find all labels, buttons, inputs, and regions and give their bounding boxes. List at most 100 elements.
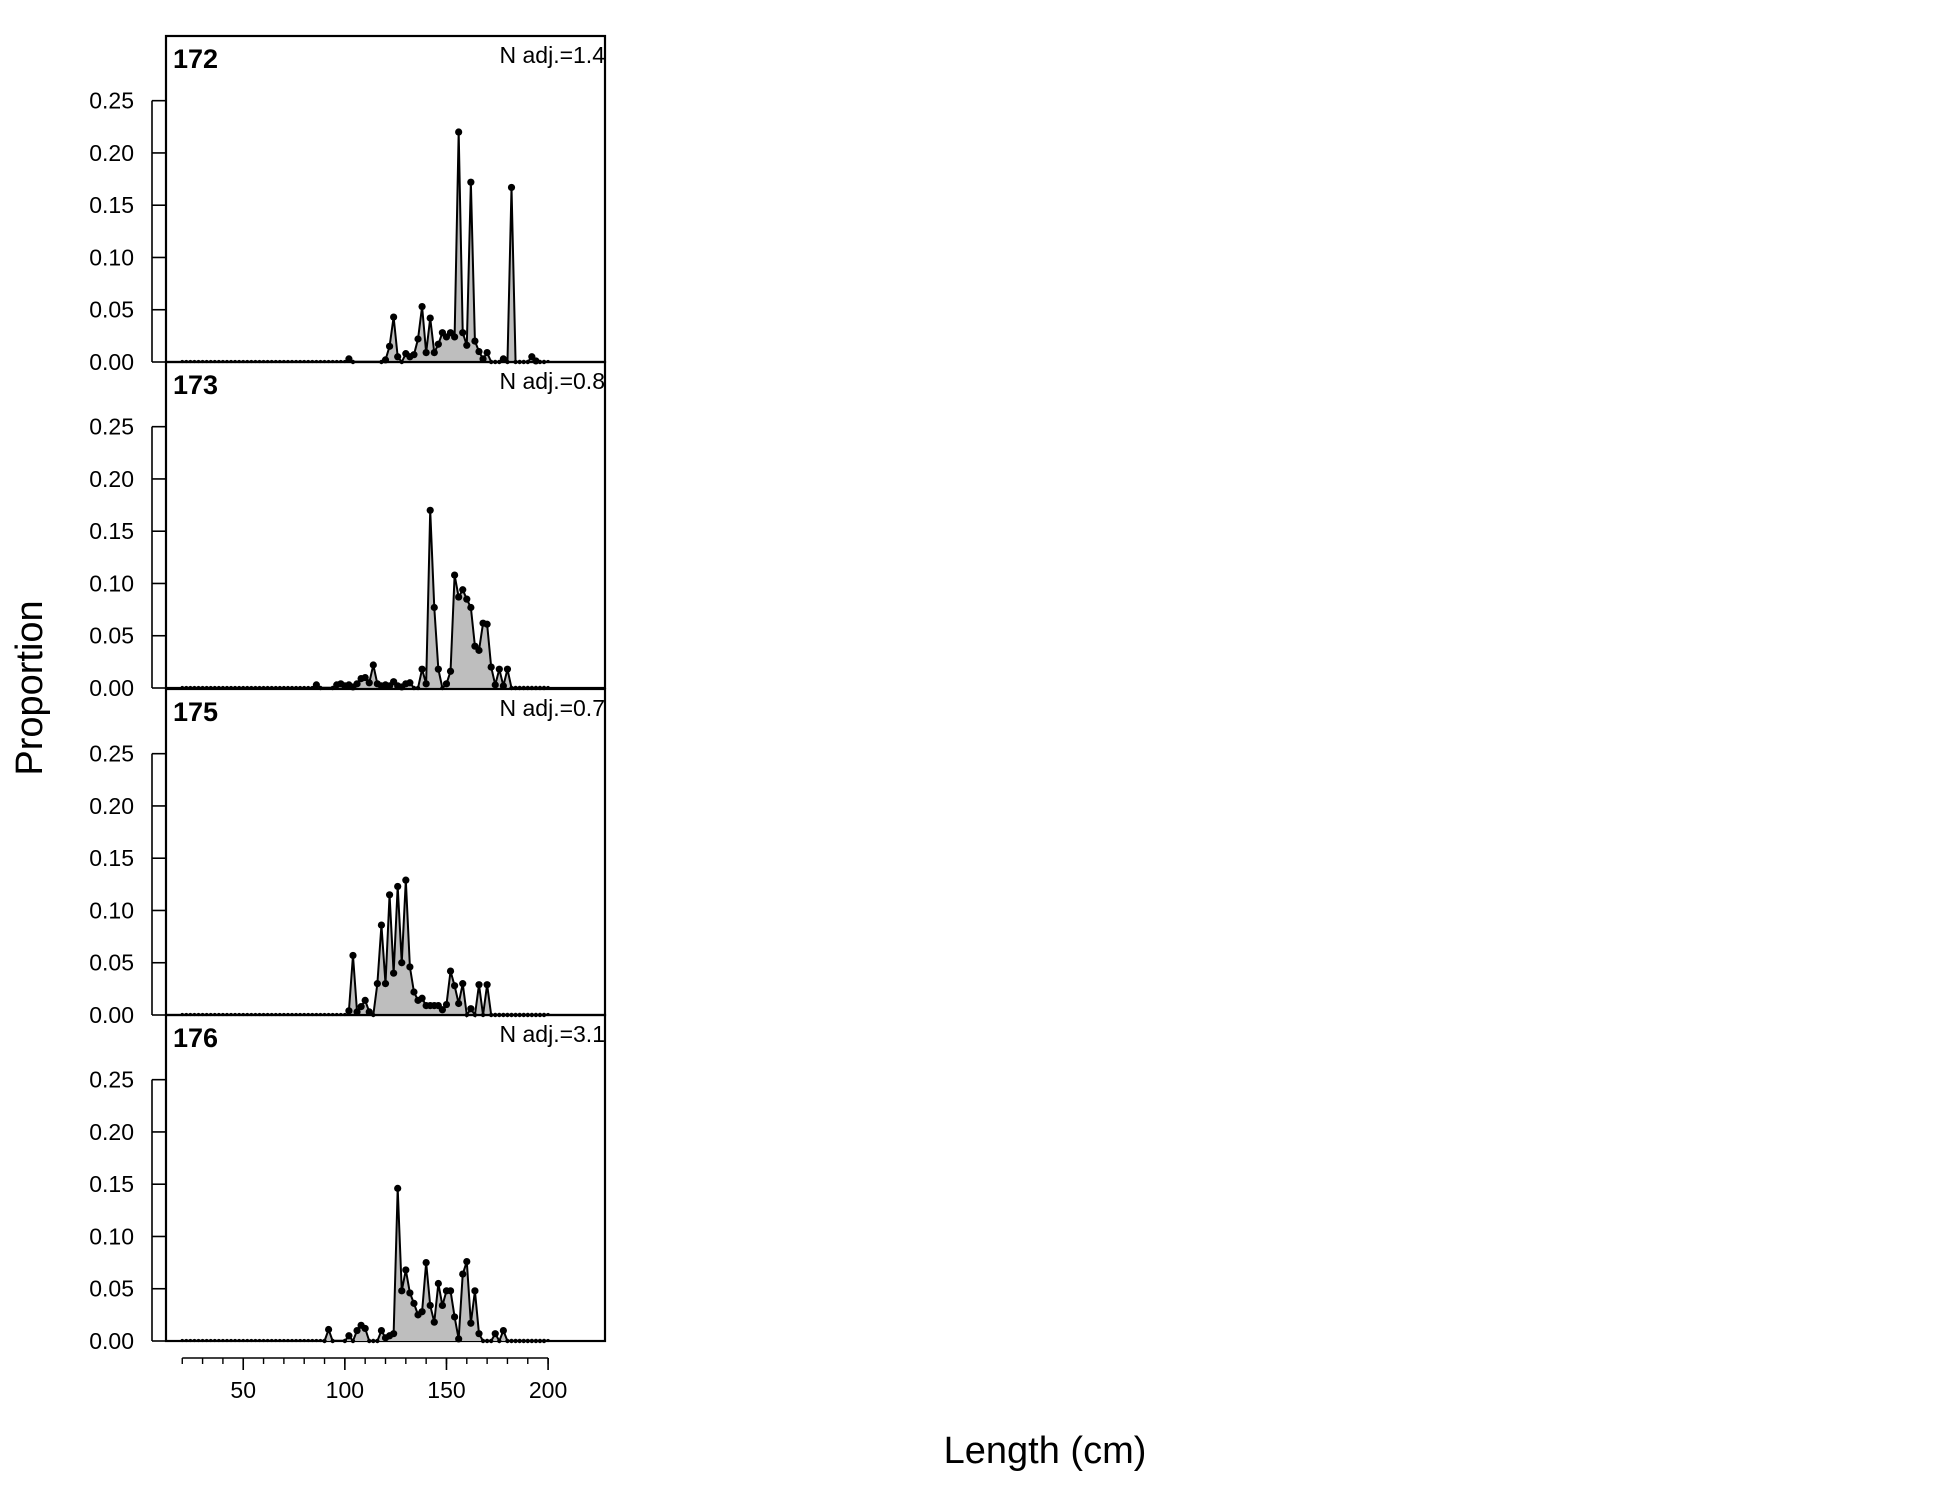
y-tick-label: 0.25 <box>89 414 134 440</box>
series-line <box>348 132 545 364</box>
data-point <box>487 663 495 671</box>
zero-point <box>217 1338 221 1343</box>
panel-172: 0.00 0.05 0.10 0.15 0.20 0.25 172 N adj.=1.4 <box>89 34 607 375</box>
data-point <box>525 1338 530 1344</box>
data-point <box>484 1338 490 1344</box>
data-point <box>406 679 414 687</box>
data-point <box>349 951 357 960</box>
data-point <box>505 1338 510 1344</box>
data-point <box>377 921 386 929</box>
data-point <box>467 1005 475 1013</box>
data-point <box>475 981 483 989</box>
y-tick-label: 0.00 <box>89 1328 134 1354</box>
data-point <box>475 1330 483 1338</box>
data-point <box>353 1326 361 1335</box>
panel-label: 173 <box>173 370 218 400</box>
data-point <box>467 603 475 612</box>
data-point <box>446 967 455 975</box>
x-tick-label: 50 <box>230 1377 256 1403</box>
data-point <box>513 1338 518 1344</box>
data-point <box>418 1308 426 1316</box>
zero-point <box>314 1338 318 1343</box>
zero-point <box>209 1338 213 1343</box>
zero-point <box>200 1338 205 1343</box>
zero-point <box>270 1338 274 1343</box>
data-point <box>406 1289 414 1297</box>
data-point <box>345 1332 353 1340</box>
zero-point <box>188 1338 192 1343</box>
data-point <box>357 1003 365 1011</box>
data-point <box>438 1006 447 1014</box>
data-point <box>471 1287 479 1295</box>
zero-point <box>241 1338 245 1343</box>
data-point <box>377 1326 386 1335</box>
data-point <box>491 681 499 689</box>
data-point <box>463 1257 471 1266</box>
data-point <box>541 1338 547 1344</box>
series-line <box>323 1188 545 1344</box>
y-tick-label: 0.10 <box>89 1223 134 1249</box>
data-point <box>521 1338 526 1344</box>
data-point <box>385 342 394 350</box>
data-point <box>503 665 512 673</box>
data-point <box>451 1313 459 1321</box>
data-point <box>350 1338 356 1344</box>
data-point <box>345 355 353 363</box>
zero-point <box>278 1338 282 1343</box>
y-tick-label: 0.15 <box>89 192 134 218</box>
data-point <box>390 313 398 321</box>
zero-point <box>221 1338 225 1343</box>
y-tick-label: 0.20 <box>89 1119 134 1145</box>
data-point <box>455 128 463 136</box>
zero-point <box>294 1338 298 1343</box>
y-tick-label: 0.05 <box>89 950 134 976</box>
x-tick-label: 200 <box>529 1377 567 1403</box>
zero-point <box>225 1338 229 1343</box>
data-point <box>385 891 394 899</box>
data-point <box>342 1338 348 1344</box>
data-point <box>483 348 491 357</box>
panel-label: 176 <box>173 1023 218 1053</box>
panel-176: 0.00 0.05 0.10 0.15 0.20 0.25 176 N adj.=3.1 <box>89 1013 607 1354</box>
y-tick-label: 0.25 <box>89 1067 134 1093</box>
data-point <box>446 667 455 675</box>
nadj-label: N adj.=1.4 <box>500 42 606 68</box>
data-point <box>475 646 483 654</box>
data-point <box>491 1330 499 1338</box>
data-point <box>507 183 516 192</box>
x-axis: 50 100 150 200 <box>181 1357 567 1403</box>
data-point <box>402 876 410 884</box>
data-point <box>517 1338 522 1344</box>
data-point <box>499 1326 507 1335</box>
panel-frame <box>164 1013 607 1343</box>
data-point <box>418 665 426 673</box>
y-tick-label: 0.20 <box>89 793 134 819</box>
data-point <box>422 1259 430 1267</box>
data-point <box>365 1008 373 1016</box>
data-point <box>495 665 503 673</box>
y-tick-label: 0.10 <box>89 244 134 270</box>
y-tick-label: 0.25 <box>89 741 134 767</box>
zero-point <box>302 1338 306 1343</box>
y-tick-label: 0.15 <box>89 845 134 871</box>
data-point <box>398 959 406 967</box>
y-tick-label: 0.00 <box>89 675 134 701</box>
zero-point <box>184 1338 188 1343</box>
data-point <box>422 348 430 357</box>
data-point <box>430 1318 438 1326</box>
data-point <box>402 1266 410 1274</box>
zero-point <box>257 1338 262 1343</box>
y-tick-label: 0.05 <box>89 623 134 649</box>
data-point <box>312 681 320 689</box>
data-point <box>442 680 451 688</box>
data-point <box>434 665 442 673</box>
data-point <box>361 673 369 682</box>
data-point <box>533 1338 539 1344</box>
data-point <box>451 571 459 579</box>
data-point <box>451 982 459 990</box>
data-point <box>459 980 467 988</box>
data-point <box>426 1301 434 1310</box>
data-point <box>410 988 418 996</box>
data-point <box>375 1338 380 1344</box>
zero-point <box>546 1338 550 1343</box>
